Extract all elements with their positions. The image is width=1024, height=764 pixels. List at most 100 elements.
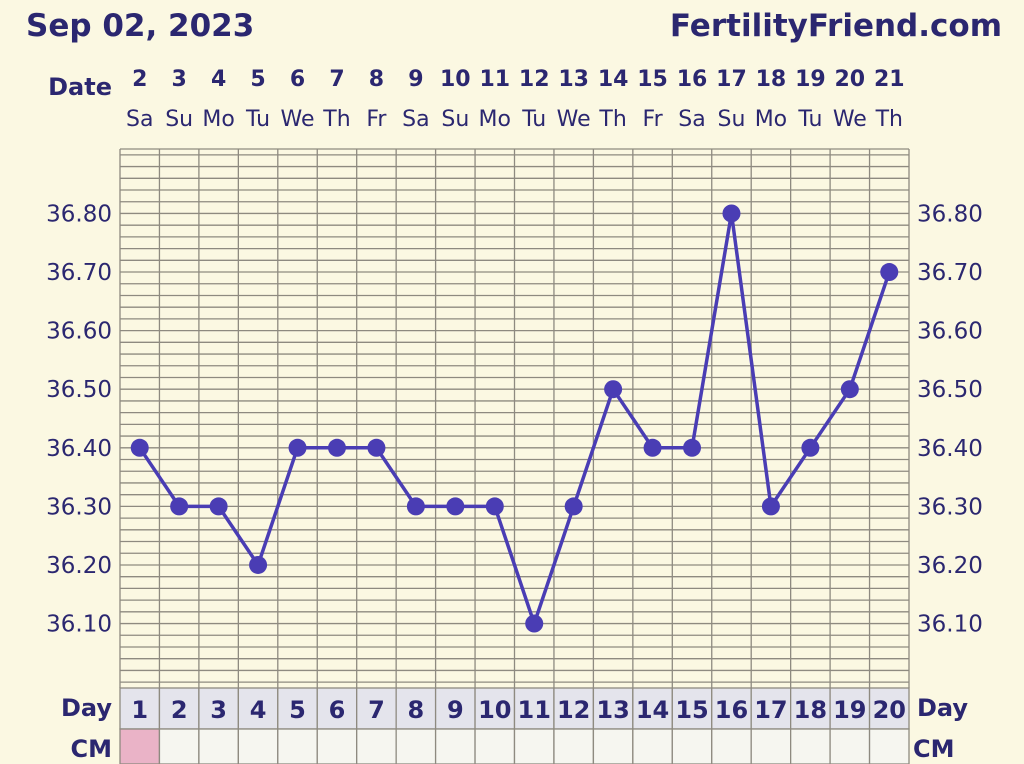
bottom-rows <box>119 687 910 764</box>
temperature-point <box>880 263 899 282</box>
cm-row-label-right: CM <box>913 735 955 763</box>
temperature-point <box>367 438 386 457</box>
temperature-point <box>170 497 189 516</box>
weekday-label: Tu <box>797 107 822 132</box>
cycle-day-label: 17 <box>754 696 787 724</box>
cycle-day-label: 11 <box>518 696 551 724</box>
date-label: 13 <box>558 67 589 92</box>
cycle-day-label: 9 <box>447 696 464 724</box>
date-label: 8 <box>369 67 384 92</box>
cm-cell <box>553 728 595 764</box>
weekday-label: Mo <box>755 107 787 132</box>
cycle-day-label: 18 <box>794 696 827 724</box>
date-label: 19 <box>795 67 826 92</box>
cm-cell <box>237 728 279 764</box>
y-tick-left: 36.80 <box>46 201 112 227</box>
temperature-point <box>130 438 149 457</box>
cm-cell <box>277 728 318 764</box>
weekday-label: Su <box>718 107 746 132</box>
cm-cell <box>158 728 200 764</box>
date-label: 7 <box>329 67 344 92</box>
cm-cell <box>711 728 752 764</box>
cm-cell <box>316 728 358 764</box>
cycle-day-label: 6 <box>329 696 346 724</box>
temperature-point <box>564 497 583 516</box>
y-tick-left: 36.40 <box>46 436 112 462</box>
day-cell <box>671 687 713 730</box>
day-cell <box>158 687 200 730</box>
temperature-point <box>406 497 425 516</box>
y-tick-left: 36.60 <box>46 319 112 345</box>
temperature-point <box>643 438 662 457</box>
date-label: 20 <box>835 67 866 92</box>
weekday-label: Th <box>322 107 350 132</box>
date-label: 9 <box>408 67 423 92</box>
cm-cell <box>829 728 871 764</box>
temperature-point <box>525 614 544 633</box>
weekday-label: We <box>281 107 315 132</box>
date-row-label: Date <box>48 73 112 101</box>
chart-grid <box>119 148 910 688</box>
cm-cell <box>790 728 831 764</box>
cycle-day-label: 1 <box>131 696 148 724</box>
date-label: 16 <box>677 67 708 92</box>
cm-cell <box>750 728 792 764</box>
date-label: 21 <box>874 67 905 92</box>
temperature-point <box>209 497 228 516</box>
cm-cell <box>356 728 397 764</box>
day-cell <box>356 687 397 730</box>
y-tick-left: 36.30 <box>46 494 112 520</box>
date-label: 3 <box>172 67 187 92</box>
day-cell <box>198 687 239 730</box>
cm-cell <box>198 728 239 764</box>
day-cell <box>513 687 555 730</box>
y-tick-right: 36.40 <box>917 436 983 462</box>
temperature-point <box>801 438 820 457</box>
weekday-label: Th <box>875 107 903 132</box>
weekday-label: Mo <box>202 107 234 132</box>
cm-cell <box>434 728 476 764</box>
cm-cell <box>513 728 555 764</box>
cm-cell <box>868 728 910 764</box>
date-label: 12 <box>519 67 550 92</box>
temperature-point <box>840 380 859 399</box>
day-cell <box>750 687 792 730</box>
y-tick-right: 36.60 <box>917 319 983 345</box>
weekday-label: Sa <box>678 107 705 132</box>
y-tick-right: 36.70 <box>917 260 983 286</box>
day-cell <box>790 687 831 730</box>
weekday-label: We <box>557 107 591 132</box>
day-row-label-right: Day <box>917 694 968 722</box>
chart-date: Sep 02, 2023 <box>26 8 255 44</box>
temperature-point <box>683 438 702 457</box>
cm-cell <box>632 728 673 764</box>
y-tick-right: 36.20 <box>917 553 983 579</box>
weekday-label: Mo <box>479 107 511 132</box>
cycle-day-label: 13 <box>596 696 629 724</box>
cycle-day-label: 10 <box>478 696 511 724</box>
cycle-day-label: 5 <box>289 696 306 724</box>
cm-cell <box>395 728 437 764</box>
cm-cell <box>671 728 713 764</box>
y-tick-left: 36.10 <box>46 612 112 638</box>
day-cell <box>829 687 871 730</box>
date-label: 18 <box>756 67 787 92</box>
temperature-line <box>138 211 891 626</box>
cycle-day-label: 20 <box>873 696 906 724</box>
temperature-point <box>485 497 504 516</box>
weekday-label: Fr <box>643 107 664 132</box>
cycle-day-label: 4 <box>250 696 267 724</box>
y-tick-right: 36.50 <box>917 377 983 403</box>
date-label: 11 <box>479 67 510 92</box>
cm-row-label-left: CM <box>71 735 113 763</box>
weekday-label: Sa <box>126 107 153 132</box>
date-label: 10 <box>440 67 471 92</box>
temperature-point <box>604 380 623 399</box>
y-tick-right: 36.30 <box>917 494 983 520</box>
date-label: 15 <box>637 67 668 92</box>
cycle-day-label: 19 <box>833 696 866 724</box>
cycle-day-label: 14 <box>636 696 669 724</box>
temperature-point <box>327 438 346 457</box>
day-cell <box>316 687 358 730</box>
